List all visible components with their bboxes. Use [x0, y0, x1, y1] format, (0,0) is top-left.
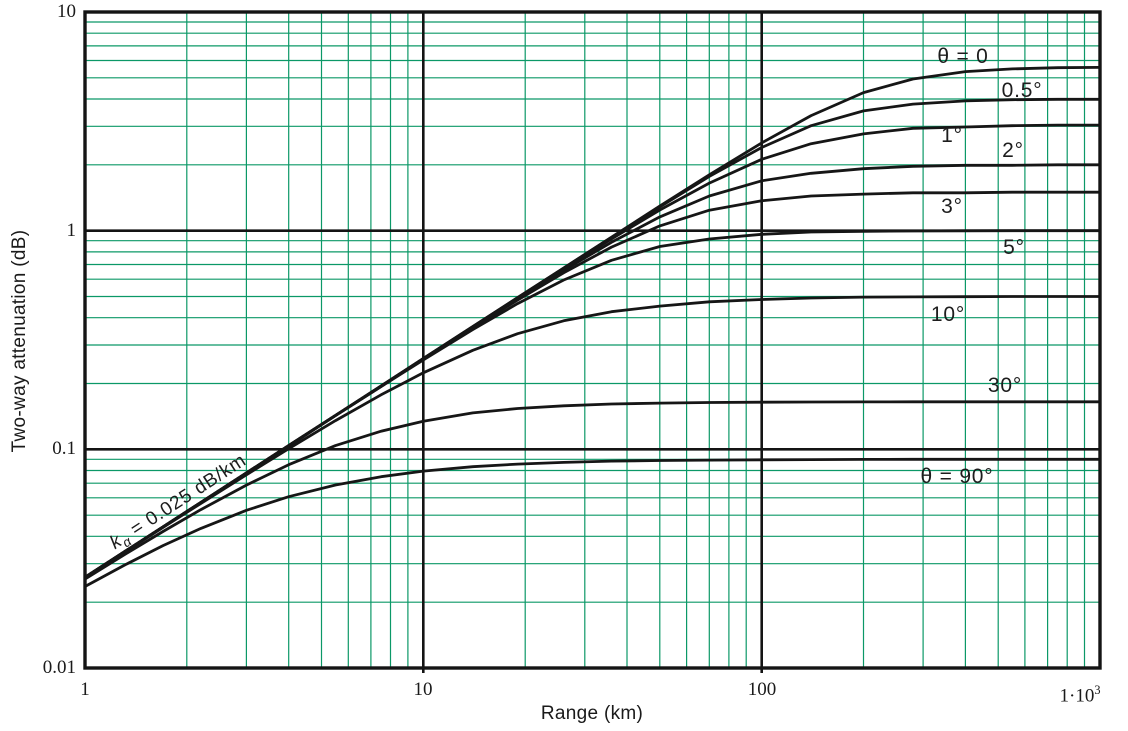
y-tick-label: 0.1 [52, 437, 76, 461]
y-tick-label: 10 [57, 0, 76, 24]
x-tick-exponent: 3 [1094, 683, 1101, 697]
y-tick-text: 10 [57, 1, 76, 22]
y-tick-text: 0.1 [52, 438, 76, 459]
y-tick-label: 1 [67, 219, 77, 243]
curve-theta-30 [83, 400, 1102, 581]
x-axis-title: Range (km) [540, 703, 644, 724]
curve-label-theta-0-5: 0.5° [1001, 79, 1043, 102]
curve-label-theta-3: 3° [941, 195, 963, 218]
curve-label-theta-90: θ = 90° [920, 465, 994, 488]
curve-label-theta-30: 30° [987, 374, 1023, 397]
x-tick-text: 10 [413, 679, 433, 700]
plot-frame [83, 10, 1102, 670]
curve-label-theta-5: 5° [1003, 236, 1025, 259]
curve-theta-10 [83, 295, 1102, 579]
curve-theta-0-5 [83, 97, 1102, 579]
x-tick-text: 100 [747, 679, 777, 700]
y-axis-title: Two-way attenuation (dB) [9, 229, 30, 453]
curve-label-theta-1: 1° [941, 124, 963, 147]
y-tick-text: 0.01 [42, 657, 76, 678]
y-tick-text: 1 [66, 220, 77, 241]
curve-label-theta-10: 10° [930, 303, 966, 326]
x-tick-label: 10 [414, 678, 433, 702]
y-tick-label: 0.01 [43, 656, 76, 680]
x-tick-label: 1·103 [1060, 678, 1101, 706]
x-tick-label: 1 [80, 678, 90, 702]
curve-theta-90 [83, 457, 1102, 588]
x-tick-label: 100 [748, 678, 777, 702]
curve-label-theta-2: 2° [1002, 139, 1024, 162]
x-tick-text: 1·10 [1059, 685, 1095, 707]
curve-label-theta-0: θ = 0 [937, 45, 989, 68]
x-tick-text: 1 [80, 679, 90, 700]
